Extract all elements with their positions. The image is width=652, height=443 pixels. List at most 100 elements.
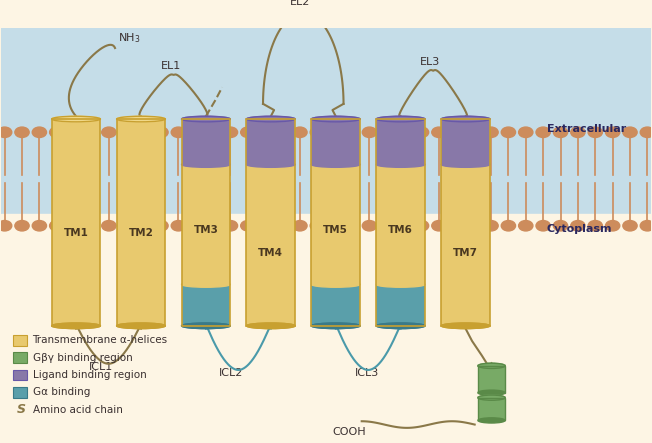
Ellipse shape	[32, 127, 46, 137]
Ellipse shape	[206, 127, 220, 137]
Bar	[312, 284, 360, 326]
Text: Gα binding: Gα binding	[33, 387, 90, 397]
Ellipse shape	[188, 221, 203, 231]
Bar	[478, 366, 505, 392]
Ellipse shape	[441, 162, 490, 167]
Ellipse shape	[52, 323, 100, 329]
Bar	[117, 119, 166, 326]
Ellipse shape	[15, 127, 29, 137]
Text: EL1: EL1	[160, 61, 181, 71]
Bar	[478, 366, 505, 392]
Ellipse shape	[312, 116, 360, 122]
Ellipse shape	[501, 127, 516, 137]
Ellipse shape	[312, 282, 360, 287]
Ellipse shape	[293, 221, 307, 231]
Text: Cytoplasm: Cytoplasm	[547, 225, 612, 234]
Ellipse shape	[181, 282, 230, 287]
Ellipse shape	[363, 221, 377, 231]
Ellipse shape	[188, 127, 203, 137]
Text: Gβγ binding region: Gβγ binding region	[33, 353, 132, 363]
Ellipse shape	[588, 221, 602, 231]
Ellipse shape	[441, 116, 490, 122]
Bar	[1, 214, 651, 442]
Text: TM6: TM6	[388, 225, 413, 236]
Bar	[376, 119, 425, 164]
Ellipse shape	[432, 127, 446, 137]
Text: Transmembrane α-helices: Transmembrane α-helices	[33, 335, 168, 345]
Bar	[1, 28, 651, 144]
Ellipse shape	[241, 221, 255, 231]
Bar	[376, 164, 425, 284]
Ellipse shape	[345, 221, 359, 231]
Bar	[52, 119, 100, 326]
Text: Ligand binding region: Ligand binding region	[33, 370, 146, 380]
Ellipse shape	[224, 127, 237, 137]
Ellipse shape	[449, 127, 464, 137]
Bar	[246, 119, 295, 326]
Ellipse shape	[293, 127, 307, 137]
Ellipse shape	[15, 221, 29, 231]
Ellipse shape	[117, 323, 166, 329]
Text: TM4: TM4	[258, 248, 284, 258]
Text: TM2: TM2	[128, 228, 153, 238]
Ellipse shape	[102, 127, 116, 137]
Bar	[376, 119, 425, 326]
Bar	[13, 335, 27, 346]
Text: ICL2: ICL2	[219, 368, 243, 378]
Text: Extracellular: Extracellular	[547, 124, 626, 133]
Ellipse shape	[376, 116, 425, 122]
Bar	[312, 164, 360, 284]
Ellipse shape	[52, 116, 100, 122]
Ellipse shape	[102, 221, 116, 231]
Bar	[181, 164, 230, 284]
Bar	[478, 398, 505, 420]
Ellipse shape	[432, 221, 446, 231]
Ellipse shape	[379, 221, 394, 231]
Text: Amino acid chain: Amino acid chain	[33, 405, 123, 415]
Ellipse shape	[501, 221, 516, 231]
Ellipse shape	[258, 127, 273, 137]
Ellipse shape	[206, 221, 220, 231]
Ellipse shape	[67, 127, 82, 137]
Bar	[181, 119, 230, 164]
Ellipse shape	[376, 162, 425, 167]
Ellipse shape	[241, 127, 255, 137]
Ellipse shape	[246, 323, 295, 329]
Ellipse shape	[246, 162, 295, 167]
Ellipse shape	[376, 323, 425, 329]
Ellipse shape	[327, 127, 342, 137]
Text: COOH: COOH	[333, 427, 366, 437]
Ellipse shape	[554, 221, 568, 231]
Bar	[181, 119, 230, 326]
Ellipse shape	[518, 221, 533, 231]
Ellipse shape	[478, 418, 505, 423]
Ellipse shape	[606, 221, 620, 231]
Ellipse shape	[623, 127, 637, 137]
Ellipse shape	[478, 395, 505, 400]
Text: NH$_3$: NH$_3$	[118, 31, 141, 45]
Ellipse shape	[345, 127, 359, 137]
Ellipse shape	[171, 127, 185, 137]
Ellipse shape	[136, 221, 151, 231]
Ellipse shape	[154, 127, 168, 137]
Bar	[441, 119, 490, 326]
Ellipse shape	[379, 127, 394, 137]
Text: ICL1: ICL1	[89, 362, 113, 372]
Ellipse shape	[275, 221, 289, 231]
Ellipse shape	[623, 221, 637, 231]
Text: EL2: EL2	[290, 0, 310, 8]
Ellipse shape	[117, 116, 166, 122]
Ellipse shape	[312, 162, 360, 167]
Ellipse shape	[640, 221, 652, 231]
Ellipse shape	[376, 282, 425, 287]
Ellipse shape	[327, 221, 342, 231]
Ellipse shape	[310, 221, 325, 231]
Bar	[13, 387, 27, 398]
Ellipse shape	[136, 127, 151, 137]
Ellipse shape	[536, 221, 550, 231]
Ellipse shape	[50, 221, 64, 231]
Ellipse shape	[84, 127, 98, 137]
Ellipse shape	[0, 221, 12, 231]
Ellipse shape	[397, 127, 411, 137]
Bar	[441, 119, 490, 164]
